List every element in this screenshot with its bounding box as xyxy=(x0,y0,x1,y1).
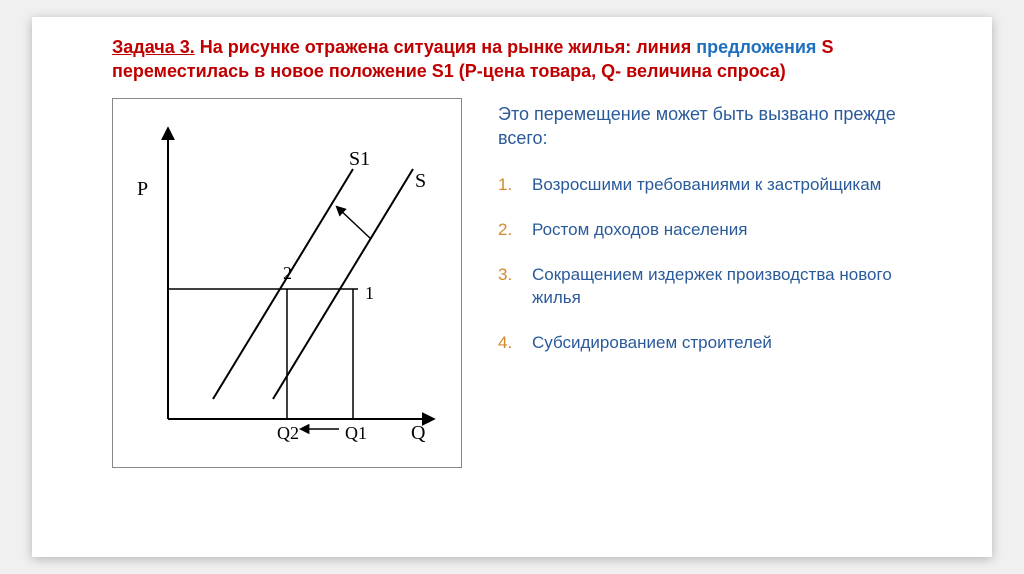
options-list: Возросшими требованиями к застройщикам Ро… xyxy=(498,174,912,355)
option-item: Возросшими требованиями к застройщикам xyxy=(498,174,912,197)
title-supply-word: предложения xyxy=(696,37,816,57)
slide: Задача 3. На рисунке отражена ситуация н… xyxy=(32,17,992,557)
svg-text:Q: Q xyxy=(411,422,426,444)
option-item: Субсидированием строителей xyxy=(498,332,912,355)
option-item: Ростом доходов населения xyxy=(498,219,912,242)
svg-text:Q2: Q2 xyxy=(277,423,299,443)
intro-text: Это перемещение может быть вызвано прежд… xyxy=(498,102,912,151)
right-column: Это перемещение может быть вызвано прежд… xyxy=(498,98,912,377)
svg-text:S1: S1 xyxy=(349,148,370,170)
content-row: P Q S S1 Q1 Q2 1 2 Это перемещение может быть в… xyxy=(112,98,912,468)
option-item: Сокращением издержек производства нового… xyxy=(498,264,912,310)
svg-text:P: P xyxy=(137,178,148,200)
svg-text:2: 2 xyxy=(283,263,292,283)
svg-text:1: 1 xyxy=(365,283,374,303)
svg-text:Q1: Q1 xyxy=(345,423,367,443)
title-part1: На рисунке отражена ситуация на рынке жи… xyxy=(195,37,696,57)
slide-title: Задача 3. На рисунке отражена ситуация н… xyxy=(112,35,912,84)
supply-shift-chart: P Q S S1 Q1 Q2 1 2 xyxy=(112,98,462,468)
task-label: Задача 3. xyxy=(112,37,195,57)
svg-text:S: S xyxy=(415,170,426,192)
